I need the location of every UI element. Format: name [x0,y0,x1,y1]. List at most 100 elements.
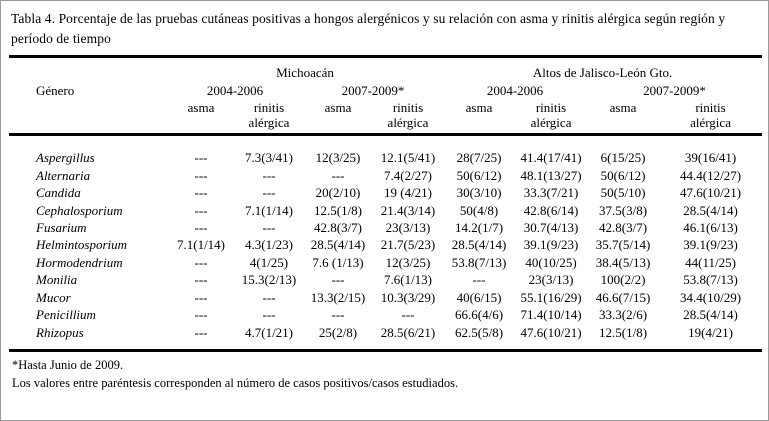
value-cell: --- [331,167,345,183]
value-cell: 28.5(4/14) [683,202,738,218]
condition-header-row: asma rinitis alérgica asma rinitis alérgic… [9,99,762,135]
table-row: Aspergillus --- 7.3(3/41) 12(3/25) 12.1(… [9,135,762,167]
value-cell: --- [194,150,208,166]
rinitis-header: rinitis alérgica [373,99,443,135]
value-cell: 35.7(5/14) [595,237,651,253]
value-cell: 28.5(6/21) [380,324,436,340]
value-cell: 44.4(12/27) [680,167,742,183]
value-cell: 4.7(1/21) [244,324,294,340]
value-cell: 44(11/25) [685,254,736,270]
value-cell: 62.5(5/8) [455,324,504,340]
value-cell: 41.4(17/41) [520,150,582,166]
value-cell: --- [262,185,276,201]
asma-header: asma [465,100,493,116]
value-cell: 33.3(2/6) [599,307,648,323]
value-cell: --- [401,307,415,323]
value-cell: 46.1(6/13) [683,220,738,236]
value-cell: --- [194,202,208,218]
asma-header: asma [187,100,215,116]
rinitis-header: rinitis alérgica [235,99,303,135]
value-cell: 21.4(3/14) [380,202,436,218]
value-cell: 37.5(3/8) [599,202,648,218]
table-body: Aspergillus --- 7.3(3/41) 12(3/25) 12.1(… [9,135,762,350]
value-cell: 23(3/13) [385,220,431,236]
genus-cell: Cephalosporium [36,202,123,218]
genus-cell: Penicillium [36,307,96,323]
value-cell: 50(6/12) [456,167,502,183]
table-row: Cephalosporium --- 7.1(1/14) 12.5(1/8) 2… [9,202,762,219]
value-cell: 50(5/10) [600,185,646,201]
empty-cell [9,99,167,135]
genero-header: Género [36,83,75,99]
table-row: Rhizopus --- 4.7(1/21) 25(2/8) 28.5(6/21… [9,324,762,351]
value-cell: --- [194,324,208,340]
value-cell: 12(3/25) [385,254,431,270]
value-cell: --- [331,272,345,288]
value-cell: 42.8(6/14) [523,202,579,218]
empty-cell [9,57,167,82]
value-cell: 23(3/13) [528,272,574,288]
alergica-label: alérgica [248,115,290,131]
value-cell: 7.1(1/14) [244,202,294,218]
value-cell: 50(4/8) [459,202,499,218]
value-cell: 7.4(2/27) [383,167,433,183]
genus-cell: Monilia [36,272,78,288]
value-cell: 4.3(1/23) [244,237,294,253]
table-footnotes: *Hasta Junio de 2009. Los valores entre … [12,357,768,393]
table-row: Alternaria --- --- --- 7.4(2/27) 50(6/12… [9,167,762,184]
value-cell: 19 (4/21) [383,185,433,201]
value-cell: 7.6 (1/13) [312,254,364,270]
period-header: 2007-2009* [341,83,405,99]
value-cell: 47.6(10/21) [520,324,582,340]
value-cell: 13.3(2/15) [310,289,366,305]
value-cell: --- [194,220,208,236]
rinitis-header: rinitis alérgica [659,99,762,135]
value-cell: --- [194,185,208,201]
period-header: 2004-2006 [486,83,544,99]
value-cell: --- [194,254,208,270]
footnote-parentheses: Los valores entre paréntesis corresponde… [12,375,459,390]
value-cell: 50(6/12) [600,167,646,183]
value-cell: 46.6(7/15) [595,289,651,305]
rinitis-label: rinitis [535,100,567,116]
value-cell: 39.1(9/23) [683,237,738,253]
region-header-michoacan: Michoacán [276,65,334,81]
value-cell: 28(7/25) [456,150,502,166]
value-cell: --- [331,307,345,323]
value-cell: 7.3(3/41) [244,150,294,166]
genus-cell: Rhizopus [36,324,84,340]
value-cell: 21.7(5/23) [380,237,436,253]
genus-cell: Aspergillus [36,150,95,166]
table-row: Monilia --- 15.3(2/13) --- 7.6(1/13) ---… [9,271,762,288]
value-cell: --- [194,272,208,288]
value-cell: 42.8(3/7) [313,220,363,236]
value-cell: 42.8(3/7) [599,220,648,236]
value-cell: 28.5(4/14) [683,307,738,323]
value-cell: 28.5(4/14) [310,237,366,253]
value-cell: --- [262,289,276,305]
table-row: Hormodendrium --- 4(1/25) 7.6 (1/13) 12(… [9,254,762,271]
footnote-asterisk: *Hasta Junio de 2009. [12,357,124,372]
alergica-label: alérgica [690,115,731,131]
results-table: Michoacán Altos de Jalisco-León Gto. Gén… [9,55,763,352]
value-cell: 38.4(5/13) [595,254,651,270]
value-cell: 40(6/15) [456,289,502,305]
value-cell: 25(2/8) [318,324,358,340]
value-cell: 12.5(1/8) [599,324,648,340]
value-cell: 34.4(10/29) [680,289,742,305]
value-cell: --- [472,272,486,288]
genus-cell: Candida [36,185,81,201]
value-cell: 4(1/25) [249,254,289,270]
genus-cell: Helmintosporium [36,237,127,253]
value-cell: 12.5(1/8) [313,202,363,218]
value-cell: 53.8(7/13) [683,272,738,288]
value-cell: 71.4(10/14) [520,307,582,323]
alergica-label: alérgica [530,115,572,131]
value-cell: 66.6(4/6) [455,307,504,323]
value-cell: 100(2/2) [600,272,646,288]
period-header: 2004-2006 [206,83,264,99]
region-header-altos: Altos de Jalisco-León Gto. [532,65,673,81]
table-row: Candida --- --- 20(2/10) 19 (4/21) 30(3/… [9,184,762,201]
period-header: 2007-2009* [643,83,706,99]
value-cell: 6(15/25) [600,150,646,166]
